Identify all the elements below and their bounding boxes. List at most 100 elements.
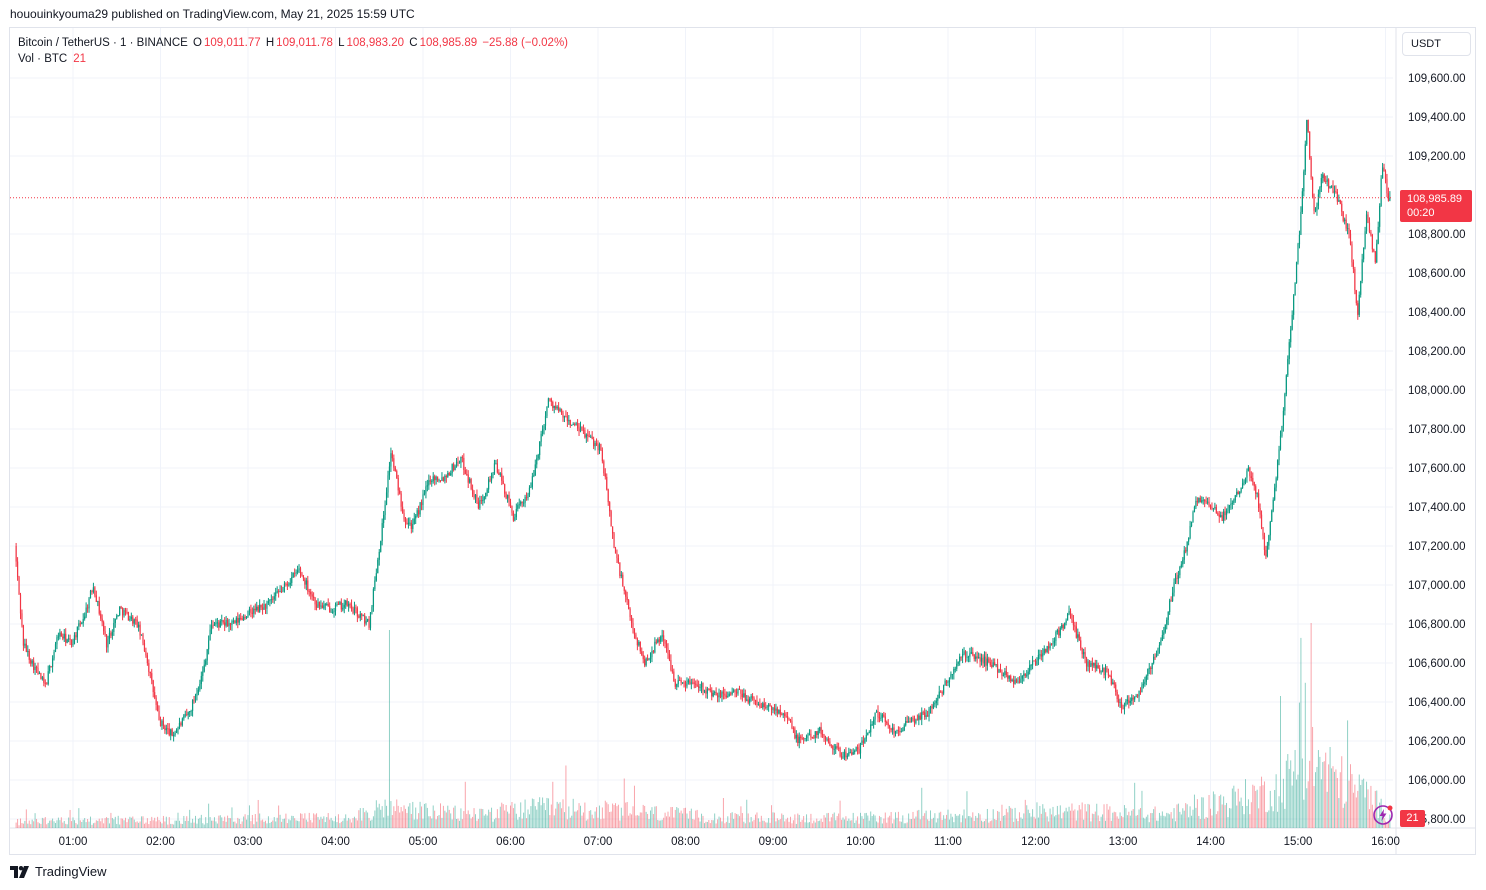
candle-body — [399, 490, 401, 494]
volume-bar — [1067, 811, 1069, 828]
candle-body — [1132, 697, 1134, 700]
volume-bar — [234, 821, 236, 828]
candle-body — [692, 682, 694, 684]
candle-body — [1202, 499, 1204, 501]
candle-body — [1303, 171, 1305, 192]
candle-body — [843, 751, 846, 758]
candle-body — [1313, 196, 1315, 211]
volume-bar — [668, 816, 670, 828]
candle-body — [1319, 187, 1321, 195]
volume-bar — [915, 816, 917, 828]
candle-body — [1037, 654, 1040, 661]
volume-bar — [943, 815, 945, 828]
candle-body — [673, 671, 675, 682]
volume-bar — [1049, 808, 1051, 828]
lightning-icon[interactable] — [1372, 804, 1394, 826]
volume-bar — [403, 805, 405, 828]
candle-body — [460, 456, 462, 463]
candle-body — [173, 734, 175, 737]
volume-label[interactable]: Vol · BTC — [18, 53, 68, 65]
volume-bar — [444, 810, 446, 828]
symbol-label[interactable]: Bitcoin / TetherUS · 1 · BINANCE — [18, 37, 188, 49]
volume-bar — [876, 821, 878, 828]
volume-bar — [90, 816, 91, 828]
volume-bar — [318, 819, 320, 828]
volume-bar — [575, 811, 577, 828]
volume-bar — [413, 819, 415, 828]
volume-bar — [600, 819, 602, 828]
candle-body — [925, 715, 927, 717]
volume-bar — [1366, 781, 1368, 828]
candle-body — [877, 711, 879, 718]
volume-bar — [517, 819, 519, 828]
candle-body — [486, 489, 488, 494]
volume-bar — [698, 817, 700, 828]
candle-body — [603, 461, 605, 474]
candle-body — [743, 693, 745, 697]
candle-body — [598, 444, 601, 451]
candle-body — [1271, 510, 1273, 522]
volume-bar — [1220, 794, 1222, 828]
candle-body — [1383, 167, 1385, 172]
volume-bar — [976, 817, 978, 828]
volume-bar — [466, 813, 468, 828]
candle-body — [963, 651, 965, 655]
candle-body — [365, 620, 367, 624]
volume-bar — [911, 819, 913, 828]
candle-body — [244, 616, 246, 619]
candle-body — [1141, 685, 1143, 693]
volume-bar — [370, 820, 371, 828]
candle-body — [910, 717, 913, 723]
volume-bar — [1272, 811, 1274, 828]
candle-body — [849, 752, 851, 754]
volume-bar — [919, 819, 921, 828]
candle-body — [269, 599, 271, 602]
volume-bar — [1176, 804, 1178, 828]
currency-unit-button[interactable]: USDT — [1402, 32, 1471, 56]
volume-bar — [913, 818, 915, 828]
volume-bar — [362, 807, 364, 828]
candle-body — [1011, 679, 1013, 682]
volume-bar — [1163, 815, 1165, 828]
candle-body — [1358, 294, 1360, 315]
volume-bar — [272, 820, 274, 828]
candle-body — [232, 620, 235, 622]
candle-body — [1249, 467, 1251, 477]
volume-bar — [104, 818, 106, 828]
volume-bar — [1331, 768, 1333, 828]
volume-bar — [1196, 799, 1198, 828]
volume-bar — [72, 817, 74, 828]
candle-body — [858, 749, 860, 754]
candle-body — [143, 643, 146, 652]
volume-bar — [212, 820, 214, 828]
volume-bar — [1024, 799, 1026, 828]
candle-body — [544, 415, 547, 426]
volume-bar — [934, 813, 936, 828]
candle-body — [629, 608, 631, 618]
candle-body — [934, 702, 936, 705]
x-tick-label: 11:00 — [934, 836, 962, 848]
volume-bar — [41, 817, 43, 828]
volume-bar — [580, 805, 581, 828]
volume-bar — [861, 816, 863, 828]
candle-body — [283, 583, 286, 587]
volume-row: Vol · BTC 21 — [18, 51, 570, 67]
candle-body — [813, 737, 815, 739]
candle-body — [502, 480, 504, 485]
volume-bar — [1088, 804, 1090, 828]
chart-frame[interactable] — [9, 27, 1476, 855]
candle-body — [719, 692, 722, 698]
candle-body — [1205, 501, 1207, 503]
volume-bar — [701, 813, 703, 828]
candle-body — [1015, 679, 1018, 682]
candle-body — [261, 607, 264, 610]
volume-bar — [1048, 821, 1050, 828]
candle-body — [30, 659, 32, 664]
volume-bar — [1344, 803, 1346, 828]
candle-body — [867, 732, 869, 736]
volume-bar — [88, 821, 90, 828]
candle-body — [1013, 679, 1015, 684]
candle-body — [950, 674, 952, 678]
candle-body — [474, 494, 477, 498]
